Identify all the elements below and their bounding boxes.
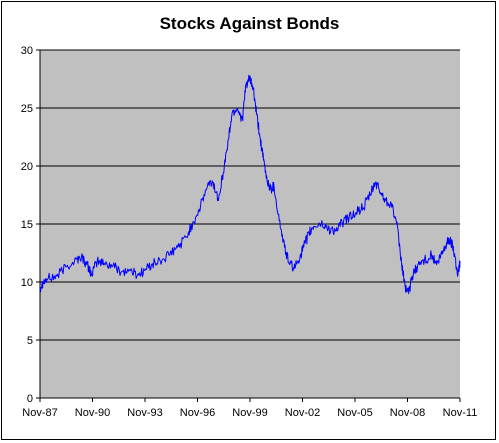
x-tick-label: Nov-90 <box>75 407 110 419</box>
x-tick-label: Nov-87 <box>22 407 57 419</box>
y-tick-label: 15 <box>21 219 33 231</box>
y-axis-ticks: 0 5 10 15 20 25 30 <box>21 45 40 405</box>
y-tick-label: 25 <box>21 103 33 115</box>
y-tick-label: 5 <box>27 335 33 347</box>
y-tick-label: 20 <box>21 161 33 173</box>
y-tick-label: 30 <box>21 45 33 57</box>
y-tick-label: 0 <box>27 393 33 405</box>
series-line <box>39 74 461 295</box>
x-tick-label: Nov-99 <box>232 407 267 419</box>
x-tick-label: Nov-96 <box>180 407 215 419</box>
series-group <box>39 74 461 295</box>
y-tick-label: 10 <box>21 277 33 289</box>
chart-title: Stocks Against Bonds <box>159 14 340 33</box>
x-axis-ticks: Nov-87 Nov-90 Nov-93 Nov-96 Nov-99 Nov-02 Nov-… <box>22 398 477 419</box>
x-tick-label: Nov-08 <box>390 407 425 419</box>
x-tick-label: Nov-02 <box>285 407 320 419</box>
gridlines <box>40 49 460 341</box>
x-tick-label: Nov-05 <box>337 407 372 419</box>
x-tick-label: Nov-93 <box>127 407 162 419</box>
x-tick-label: Nov-11 <box>443 407 478 419</box>
